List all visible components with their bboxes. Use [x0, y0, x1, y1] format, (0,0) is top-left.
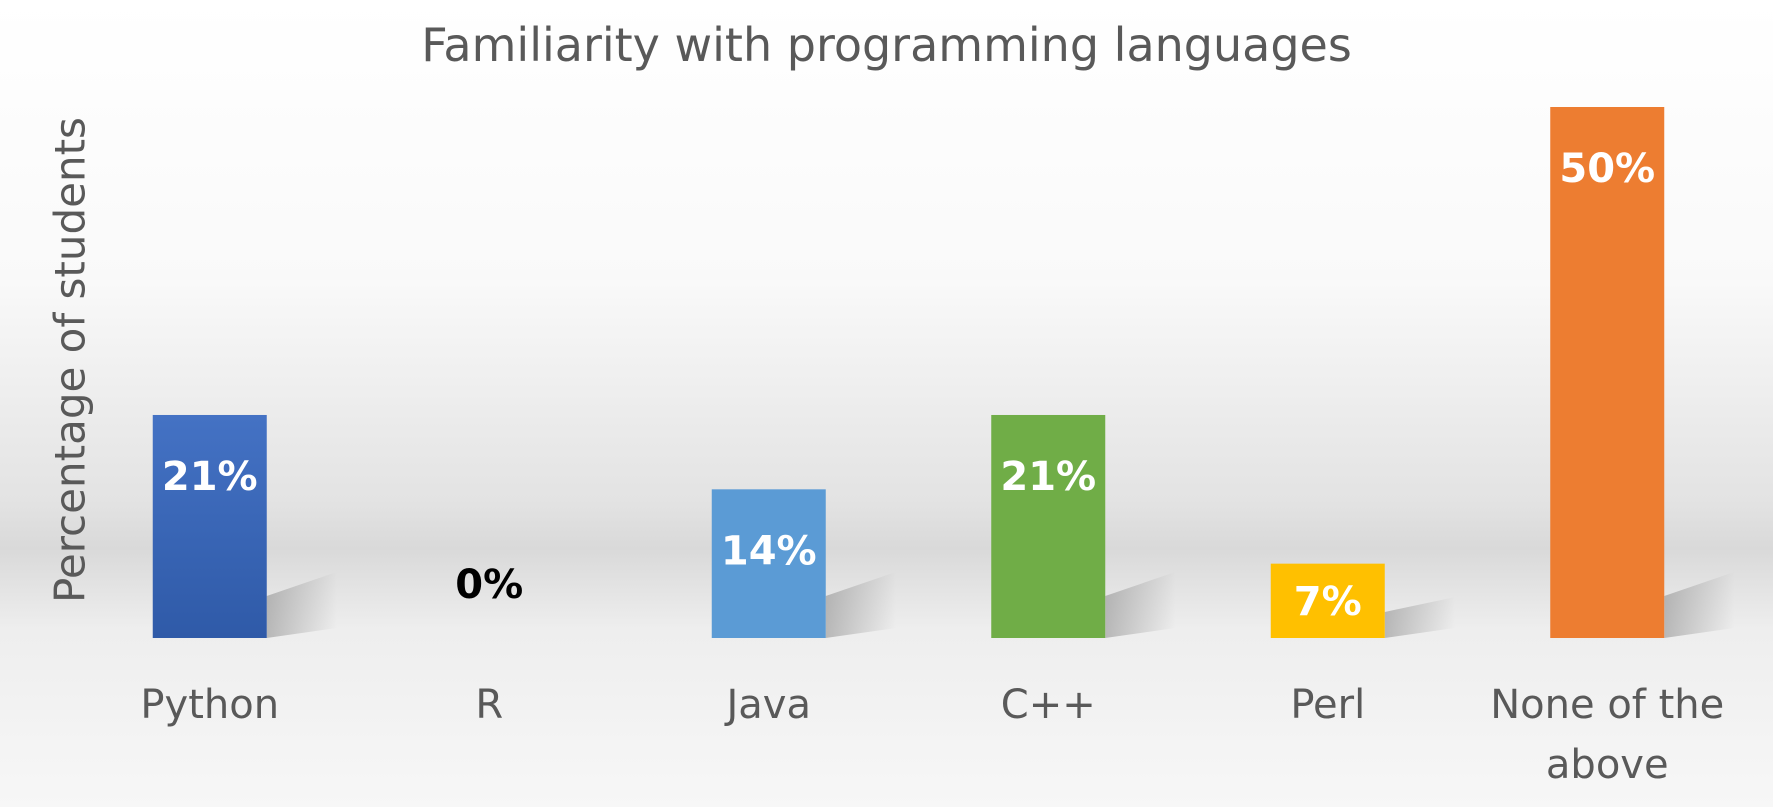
x-tick-label: Java: [724, 682, 812, 728]
chart-title: Familiarity with programming languages: [421, 18, 1352, 72]
bar-shadow: [266, 572, 337, 638]
x-tick-label: C++: [1001, 682, 1096, 728]
bar-java: [711, 489, 826, 638]
data-label: 7%: [1294, 579, 1362, 625]
bar-c-: [991, 414, 1106, 638]
bar-shadow: [825, 572, 896, 638]
bar-shadow: [1105, 572, 1176, 638]
x-tick-label: None of the above: [1490, 682, 1724, 788]
bar-perl: [1270, 563, 1385, 638]
data-label: 50%: [1559, 146, 1655, 192]
data-label: 0%: [455, 562, 523, 608]
data-label: 21%: [162, 454, 258, 500]
bar-none-of-the-above: [1550, 107, 1665, 638]
data-label: 14%: [721, 528, 817, 574]
data-label: 21%: [1000, 454, 1096, 500]
bar-shadow: [1384, 597, 1455, 638]
x-tick-label: R: [475, 682, 503, 728]
x-tick-label: Perl: [1290, 682, 1365, 728]
x-tick-label: Python: [140, 682, 279, 728]
bar-shadow: [1664, 572, 1735, 638]
y-axis-label: Percentage of students: [45, 117, 95, 603]
bar-python: [152, 414, 267, 638]
